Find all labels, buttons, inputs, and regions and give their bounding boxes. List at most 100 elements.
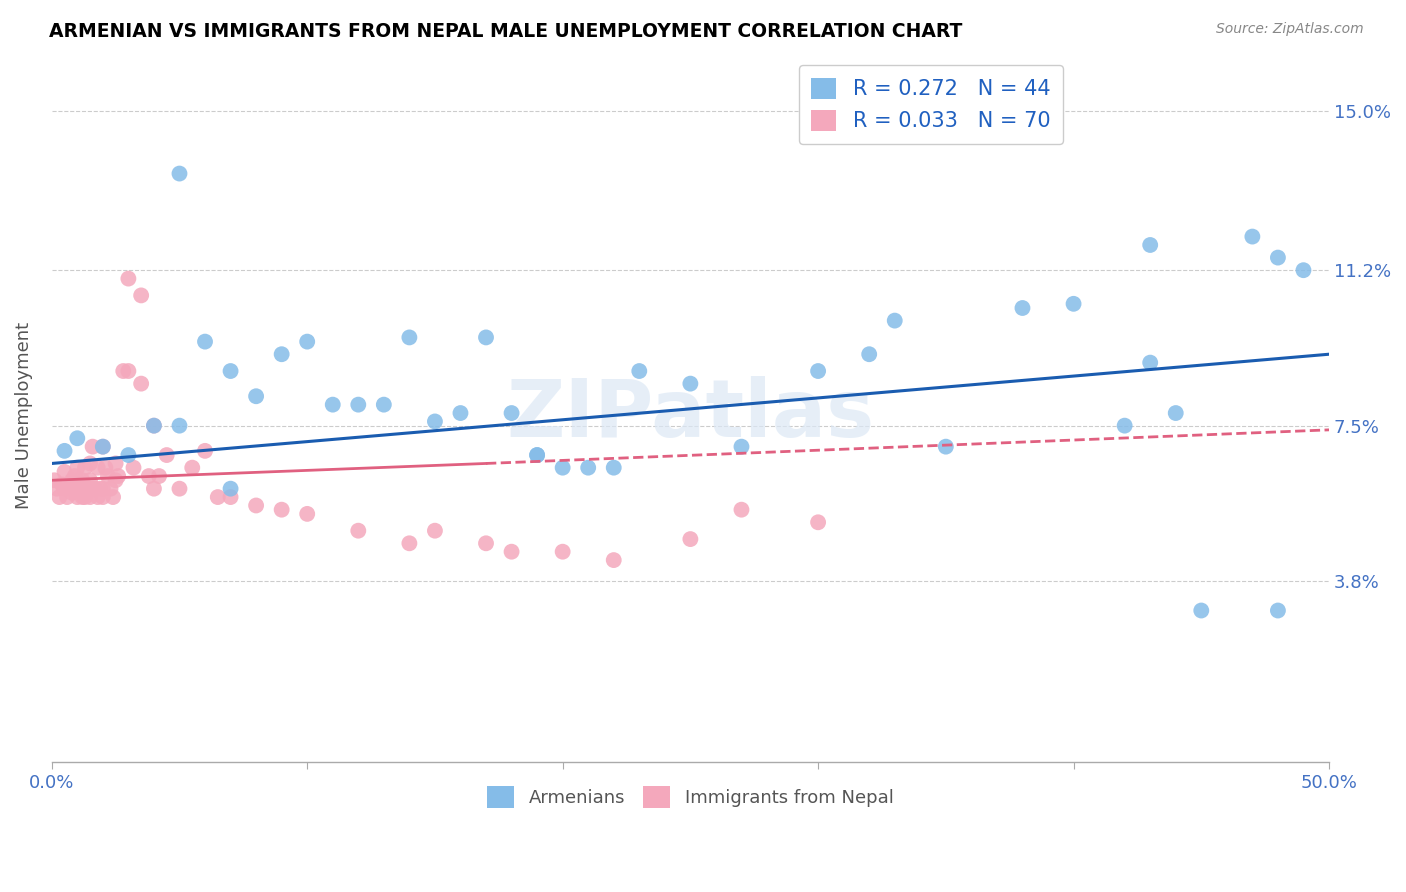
Point bbox=[373, 398, 395, 412]
Point bbox=[53, 465, 76, 479]
Point bbox=[142, 418, 165, 433]
Point bbox=[169, 418, 191, 433]
Point bbox=[1114, 418, 1136, 433]
Point bbox=[526, 448, 548, 462]
Point bbox=[60, 486, 83, 500]
Point bbox=[122, 460, 145, 475]
Point bbox=[56, 490, 79, 504]
Point bbox=[1139, 356, 1161, 370]
Point bbox=[245, 389, 267, 403]
Point bbox=[51, 477, 73, 491]
Point bbox=[1139, 238, 1161, 252]
Point bbox=[1189, 603, 1212, 617]
Point bbox=[79, 473, 101, 487]
Point bbox=[1241, 229, 1264, 244]
Point bbox=[91, 482, 114, 496]
Point bbox=[398, 330, 420, 344]
Point bbox=[69, 482, 91, 496]
Point bbox=[79, 457, 101, 471]
Point bbox=[82, 440, 104, 454]
Point bbox=[551, 460, 574, 475]
Point bbox=[807, 516, 830, 530]
Point bbox=[66, 473, 89, 487]
Point bbox=[551, 544, 574, 558]
Point bbox=[181, 460, 204, 475]
Point bbox=[270, 502, 292, 516]
Text: ZIPatlas: ZIPatlas bbox=[506, 376, 875, 454]
Point bbox=[97, 469, 120, 483]
Point bbox=[44, 473, 66, 487]
Point bbox=[423, 414, 446, 428]
Point bbox=[347, 524, 370, 538]
Point bbox=[1011, 301, 1033, 315]
Point bbox=[295, 334, 318, 349]
Point bbox=[60, 473, 83, 487]
Point bbox=[450, 406, 472, 420]
Point bbox=[935, 440, 957, 454]
Point bbox=[66, 431, 89, 445]
Point bbox=[94, 460, 117, 475]
Point bbox=[628, 364, 651, 378]
Point bbox=[603, 553, 626, 567]
Point bbox=[295, 507, 318, 521]
Point bbox=[807, 364, 830, 378]
Point bbox=[679, 376, 702, 391]
Point bbox=[104, 473, 127, 487]
Point bbox=[66, 482, 89, 496]
Point bbox=[73, 490, 96, 504]
Point bbox=[475, 330, 498, 344]
Point bbox=[91, 490, 114, 504]
Point bbox=[89, 482, 111, 496]
Point bbox=[679, 532, 702, 546]
Point bbox=[883, 313, 905, 327]
Point bbox=[45, 482, 67, 496]
Point bbox=[1164, 406, 1187, 420]
Point bbox=[53, 443, 76, 458]
Point bbox=[1292, 263, 1315, 277]
Point bbox=[72, 490, 94, 504]
Point bbox=[142, 482, 165, 496]
Point bbox=[53, 482, 76, 496]
Point bbox=[1267, 603, 1289, 617]
Point bbox=[156, 448, 179, 462]
Point bbox=[148, 469, 170, 483]
Point bbox=[576, 460, 599, 475]
Point bbox=[66, 490, 89, 504]
Point bbox=[475, 536, 498, 550]
Point bbox=[169, 167, 191, 181]
Point bbox=[112, 364, 135, 378]
Point bbox=[423, 524, 446, 538]
Point bbox=[101, 490, 124, 504]
Point bbox=[194, 443, 217, 458]
Point bbox=[72, 473, 94, 487]
Point bbox=[91, 440, 114, 454]
Point bbox=[398, 536, 420, 550]
Point bbox=[66, 460, 89, 475]
Point bbox=[107, 469, 129, 483]
Legend: Armenians, Immigrants from Nepal: Armenians, Immigrants from Nepal bbox=[479, 779, 901, 815]
Point bbox=[104, 457, 127, 471]
Point bbox=[84, 482, 107, 496]
Point bbox=[59, 482, 82, 496]
Point bbox=[322, 398, 344, 412]
Point bbox=[730, 440, 752, 454]
Point bbox=[603, 460, 626, 475]
Point bbox=[347, 398, 370, 412]
Point bbox=[245, 499, 267, 513]
Point bbox=[219, 490, 242, 504]
Point bbox=[91, 440, 114, 454]
Point bbox=[730, 502, 752, 516]
Text: Source: ZipAtlas.com: Source: ZipAtlas.com bbox=[1216, 22, 1364, 37]
Point bbox=[63, 482, 86, 496]
Point bbox=[117, 271, 139, 285]
Point bbox=[142, 418, 165, 433]
Point bbox=[117, 364, 139, 378]
Point bbox=[48, 490, 70, 504]
Point bbox=[129, 376, 152, 391]
Point bbox=[207, 490, 229, 504]
Point bbox=[117, 448, 139, 462]
Point bbox=[63, 469, 86, 483]
Point bbox=[87, 460, 110, 475]
Point bbox=[194, 334, 217, 349]
Y-axis label: Male Unemployment: Male Unemployment bbox=[15, 322, 32, 508]
